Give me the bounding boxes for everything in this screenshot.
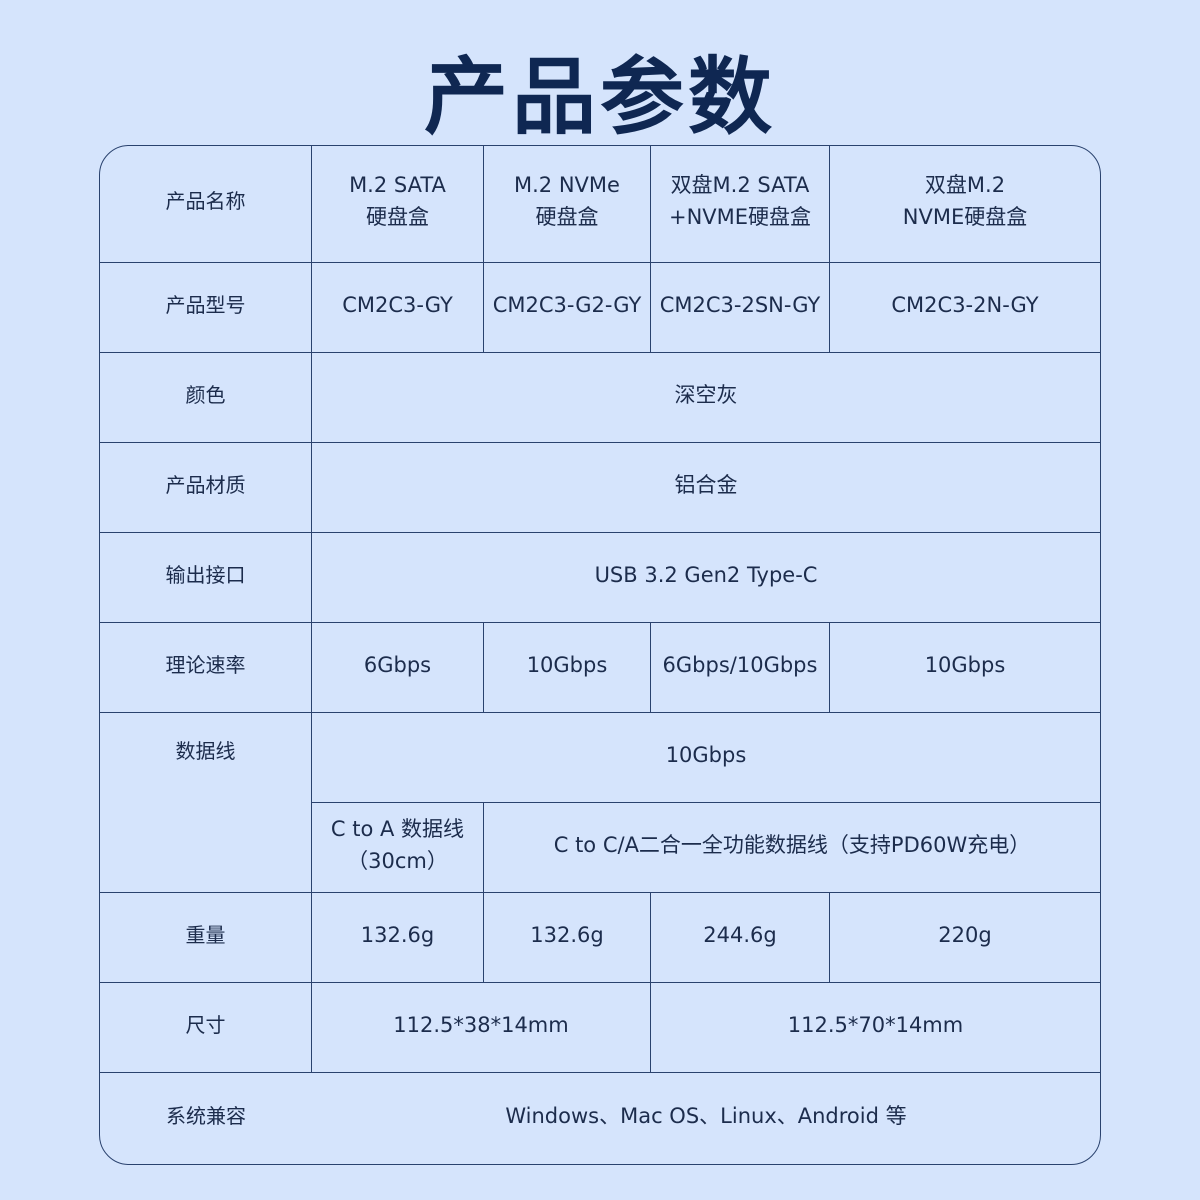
label-interface: 输出接口 (100, 533, 312, 623)
cell-cable-speed: 10Gbps (312, 713, 1100, 803)
cell-size-1: 112.5*38*14mm (312, 983, 651, 1073)
spec-table: 产品名称 M.2 SATA 硬盘盒 M.2 NVMe 硬盘盒 双盘M.2 SAT… (99, 145, 1101, 1165)
cell-color: 深空灰 (312, 353, 1100, 443)
cell-name-2: M.2 NVMe 硬盘盒 (484, 146, 651, 263)
cell-speed-3: 6Gbps/10Gbps (651, 623, 830, 713)
label-material: 产品材质 (100, 443, 312, 533)
cell-weight-1: 132.6g (312, 893, 484, 983)
cell-material: 铝合金 (312, 443, 1100, 533)
cell-weight-3: 244.6g (651, 893, 830, 983)
cell-speed-4: 10Gbps (830, 623, 1100, 713)
label-size: 尺寸 (100, 983, 312, 1073)
label-cable: 数据线 (100, 713, 312, 893)
cell-model-4: CM2C3-2N-GY (830, 263, 1100, 353)
cell-name-3: 双盘M.2 SATA +NVME硬盘盒 (651, 146, 830, 263)
cell-name-4: 双盘M.2 NVME硬盘盒 (830, 146, 1100, 263)
cell-weight-2: 132.6g (484, 893, 651, 983)
cell-cable-b: C to C/A二合一全功能数据线（支持PD60W充电） (484, 803, 1100, 893)
label-product-name: 产品名称 (100, 146, 312, 263)
cell-weight-4: 220g (830, 893, 1100, 983)
cell-interface: USB 3.2 Gen2 Type-C (312, 533, 1100, 623)
label-model: 产品型号 (100, 263, 312, 353)
label-speed: 理论速率 (100, 623, 312, 713)
label-os: 系统兼容 (166, 1103, 246, 1128)
label-color: 颜色 (100, 353, 312, 443)
cell-size-2: 112.5*70*14mm (651, 983, 1100, 1073)
label-weight: 重量 (100, 893, 312, 983)
cell-cable-a: C to A 数据线 （30cm） (312, 803, 484, 893)
cell-speed-1: 6Gbps (312, 623, 484, 713)
cell-model-2: CM2C3-G2-GY (484, 263, 651, 353)
page-title: 产品参数 (423, 48, 776, 146)
cell-speed-2: 10Gbps (484, 623, 651, 713)
cell-os: Windows、Mac OS、Linux、Android 等 (505, 1103, 907, 1128)
cell-model-3: CM2C3-2SN-GY (651, 263, 830, 353)
cell-model-1: CM2C3-GY (312, 263, 484, 353)
cell-name-1: M.2 SATA 硬盘盒 (312, 146, 484, 263)
